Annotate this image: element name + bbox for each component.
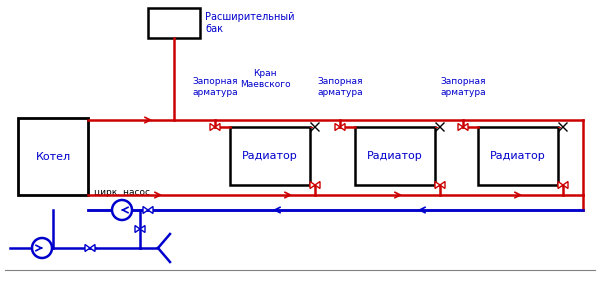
Polygon shape [315, 181, 320, 188]
Polygon shape [215, 124, 220, 130]
Text: Расширительный
бак: Расширительный бак [205, 12, 295, 34]
Polygon shape [563, 181, 568, 188]
Bar [355, 127, 435, 185]
Text: Радиатор: Радиатор [242, 151, 298, 161]
Circle shape [32, 238, 52, 258]
Polygon shape [463, 124, 468, 130]
Bar [148, 8, 200, 38]
Circle shape [112, 200, 132, 220]
Text: Запорная
арматура: Запорная арматура [192, 77, 238, 97]
Polygon shape [440, 181, 445, 188]
Text: Кран
Маевского: Кран Маевского [239, 69, 290, 89]
Polygon shape [90, 244, 95, 251]
Text: Запорная
арматура: Запорная арматура [440, 77, 486, 97]
Text: Запорная
арматура: Запорная арматура [317, 77, 363, 97]
Text: цирк. насос: цирк. насос [94, 188, 150, 197]
Polygon shape [458, 124, 463, 130]
Polygon shape [435, 181, 440, 188]
Polygon shape [335, 124, 340, 130]
Polygon shape [340, 124, 345, 130]
Text: Радиатор: Радиатор [490, 151, 546, 161]
Polygon shape [135, 226, 140, 233]
Polygon shape [85, 244, 90, 251]
Text: Радиатор: Радиатор [367, 151, 423, 161]
Text: Котел: Котел [35, 151, 71, 161]
Polygon shape [140, 226, 145, 233]
Polygon shape [148, 207, 153, 214]
Bar [18, 118, 88, 195]
Polygon shape [310, 181, 315, 188]
Bar [230, 127, 310, 185]
Polygon shape [143, 207, 148, 214]
Polygon shape [558, 181, 563, 188]
Bar [478, 127, 558, 185]
Polygon shape [210, 124, 215, 130]
